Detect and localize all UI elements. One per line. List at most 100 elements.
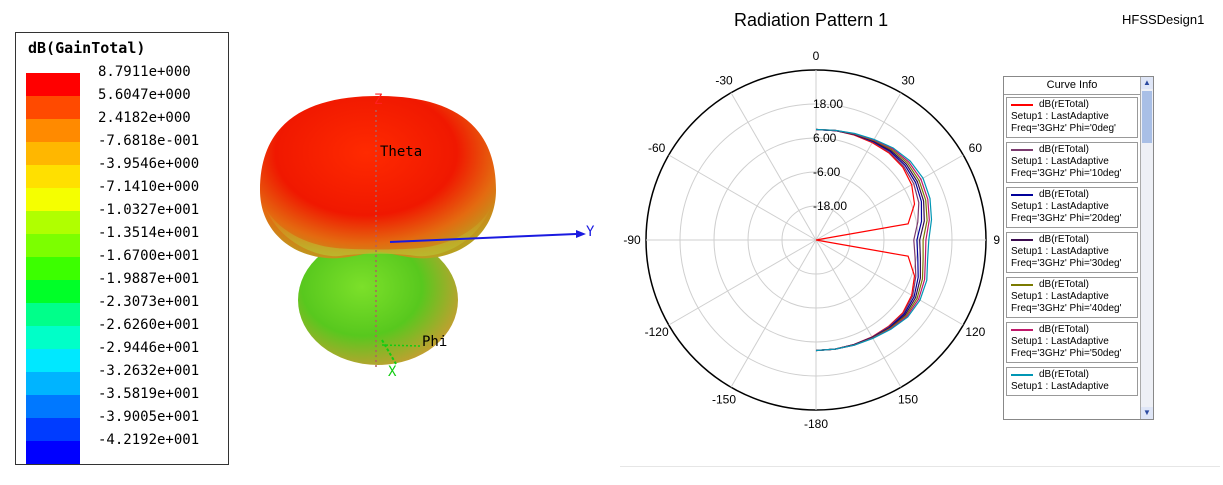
polar-labels: 0 30 60 90 120 150 -180 -150 -120 -90 -60 -30 18.00 6… xyxy=(623,49,1000,431)
angle-tick-label: 60 xyxy=(969,141,983,155)
scroll-down-icon[interactable]: ▼ xyxy=(1141,407,1153,419)
curve-freq: Freq='3GHz' Phi='20deg' xyxy=(1011,213,1122,224)
curve-freq: Freq='3GHz' Phi='50deg' xyxy=(1011,348,1122,359)
x-axis-label: X xyxy=(388,364,397,380)
curve-entry[interactable]: dB(rETotal) Setup1 : LastAdaptive Freq='3G… xyxy=(1006,142,1138,183)
legend-level: -3.9005e+001 xyxy=(98,409,200,425)
legend-swatch xyxy=(26,211,80,234)
legend-swatch xyxy=(26,303,80,326)
curve-name: dB(rETotal) xyxy=(1039,279,1090,290)
angle-tick-label: 90 xyxy=(993,233,1000,247)
curve-color-swatch xyxy=(1011,149,1033,151)
angle-tick-label: -120 xyxy=(645,325,669,339)
series-line xyxy=(815,128,933,352)
lower-lobe xyxy=(298,235,458,365)
angle-tick-label: 30 xyxy=(901,74,915,88)
curve-name: dB(rETotal) xyxy=(1039,144,1090,155)
curve-setup: Setup1 : LastAdaptive xyxy=(1011,111,1109,122)
curve-info-panel[interactable]: Curve Info dB(rETotal) Setup1 : LastAdapt… xyxy=(1003,76,1154,420)
curve-entry[interactable]: dB(rETotal) Setup1 : LastAdaptive Freq='3G… xyxy=(1006,187,1138,228)
curve-freq: Freq='3GHz' Phi='40deg' xyxy=(1011,303,1122,314)
legend-level: -1.6700e+001 xyxy=(98,248,200,264)
curve-setup: Setup1 : LastAdaptive xyxy=(1011,246,1109,257)
legend-level: -2.6260e+001 xyxy=(98,317,200,333)
legend-level: -4.2192e+001 xyxy=(98,432,200,448)
curve-entry[interactable]: dB(rETotal) Setup1 : LastAdaptive Freq='3G… xyxy=(1006,232,1138,273)
curve-entry[interactable]: dB(rETotal) Setup1 : LastAdaptive xyxy=(1006,367,1138,396)
angle-tick-label: -60 xyxy=(648,141,666,155)
legend-swatch xyxy=(26,441,80,464)
curve-color-swatch xyxy=(1011,239,1033,241)
curve-setup: Setup1 : LastAdaptive xyxy=(1011,336,1109,347)
curve-freq: Freq='3GHz' Phi='30deg' xyxy=(1011,258,1122,269)
main-lobe xyxy=(260,96,496,259)
curve-color-swatch xyxy=(1011,374,1033,376)
curve-freq: Freq='3GHz' Phi='10deg' xyxy=(1011,168,1122,179)
legend-swatch xyxy=(26,73,80,96)
radial-tick-label: -6.00 xyxy=(813,165,841,179)
design-name: HFSSDesign1 xyxy=(1122,12,1205,27)
curve-setup: Setup1 : LastAdaptive xyxy=(1011,291,1109,302)
divider xyxy=(620,466,1220,467)
grid-spoke xyxy=(668,239,817,326)
scroll-thumb[interactable] xyxy=(1142,91,1152,143)
legend-level: 8.7911e+000 xyxy=(98,64,191,80)
curve-info-scrollbar[interactable]: ▲ ▼ xyxy=(1140,77,1153,419)
legend-level: -3.5819e+001 xyxy=(98,386,200,402)
scroll-up-icon[interactable]: ▲ xyxy=(1141,77,1153,89)
curve-name: dB(rETotal) xyxy=(1039,189,1090,200)
radial-tick-label: 6.00 xyxy=(813,131,837,145)
curve-color-swatch xyxy=(1011,329,1033,331)
angle-tick-label: -180 xyxy=(804,417,828,431)
curve-entry[interactable]: dB(rETotal) Setup1 : LastAdaptive Freq='3G… xyxy=(1006,97,1138,138)
legend-swatch xyxy=(26,326,80,349)
legend-swatch xyxy=(26,395,80,418)
grid-spoke xyxy=(668,154,817,241)
curve-name: dB(rETotal) xyxy=(1039,324,1090,335)
grid-spoke xyxy=(815,154,964,241)
legend-level: 5.6047e+000 xyxy=(98,87,191,103)
legend-swatch xyxy=(26,165,80,188)
polar-series xyxy=(815,128,933,352)
phi-label: Phi xyxy=(422,334,447,350)
curve-freq: Freq='3GHz' Phi='0deg' xyxy=(1011,123,1116,134)
legend-level: -1.3514e+001 xyxy=(98,225,200,241)
grid-spoke xyxy=(815,239,964,326)
curve-entry[interactable]: dB(rETotal) Setup1 : LastAdaptive Freq='3G… xyxy=(1006,322,1138,363)
curve-info-title: Curve Info xyxy=(1004,77,1140,95)
radiation-3d-view[interactable]: Z Y X Theta Phi xyxy=(240,80,620,400)
legend-swatch xyxy=(26,142,80,165)
polar-grid xyxy=(645,69,987,411)
curve-setup: Setup1 : LastAdaptive xyxy=(1011,381,1109,392)
legend-level: -2.9446e+001 xyxy=(98,340,200,356)
z-axis-label: Z xyxy=(374,92,382,108)
y-axis-line xyxy=(389,233,577,243)
curve-color-swatch xyxy=(1011,194,1033,196)
gain-legend: dB(GainTotal) 8.7911e+000 5.6047e+000 2.41… xyxy=(15,32,229,465)
angle-tick-label: 120 xyxy=(965,325,985,339)
angle-tick-label: 150 xyxy=(898,392,918,406)
grid-spoke xyxy=(730,239,817,388)
radial-tick-label: -18.00 xyxy=(813,199,847,213)
grid-spoke xyxy=(815,239,902,388)
legend-level: -3.2632e+001 xyxy=(98,363,200,379)
curve-entry[interactable]: dB(rETotal) Setup1 : LastAdaptive Freq='3G… xyxy=(1006,277,1138,318)
curve-name: dB(rETotal) xyxy=(1039,369,1090,380)
theta-label: Theta xyxy=(380,144,422,160)
curve-info-list: dB(rETotal) Setup1 : LastAdaptive Freq='3G… xyxy=(1004,95,1140,400)
angle-tick-label: 0 xyxy=(813,49,820,63)
curve-setup: Setup1 : LastAdaptive xyxy=(1011,156,1109,167)
curve-color-swatch xyxy=(1011,284,1033,286)
legend-swatch xyxy=(26,418,80,441)
legend-level: -7.6818e-001 xyxy=(98,133,200,149)
legend-swatch xyxy=(26,188,80,211)
curve-name: dB(rETotal) xyxy=(1039,99,1090,110)
polar-plot[interactable]: 0 30 60 90 120 150 -180 -150 -120 -90 -60 -30 18.00 6… xyxy=(620,36,1000,456)
radial-tick-label: 18.00 xyxy=(813,97,843,111)
legend-swatch xyxy=(26,349,80,372)
y-axis-label: Y xyxy=(586,224,595,240)
legend-swatch xyxy=(26,119,80,142)
legend-level: -1.9887e+001 xyxy=(98,271,200,287)
legend-swatch xyxy=(26,234,80,257)
legend-swatch xyxy=(26,257,80,280)
